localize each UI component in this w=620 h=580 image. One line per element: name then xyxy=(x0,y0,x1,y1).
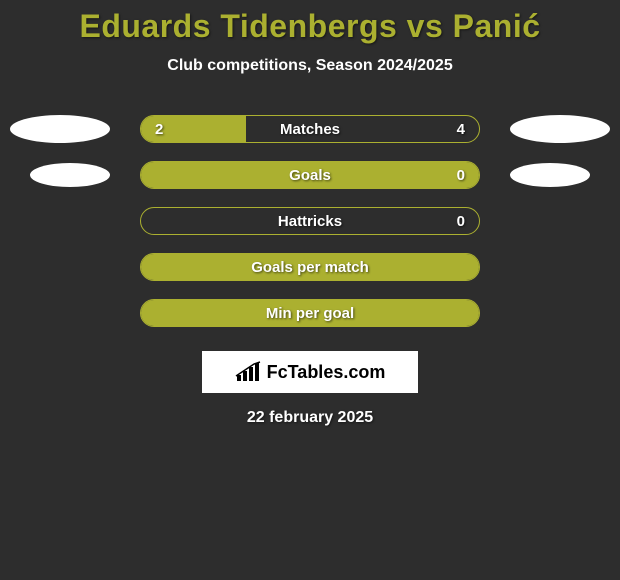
date-label: 22 february 2025 xyxy=(0,409,620,427)
stat-row: Min per goal xyxy=(0,299,620,327)
stat-row: Hattricks 0 xyxy=(0,207,620,235)
chart-icon xyxy=(235,361,261,383)
player-oval-right xyxy=(510,163,590,187)
stat-row: Goals per match xyxy=(0,253,620,281)
page-title: Eduards Tidenbergs vs Panić xyxy=(0,8,620,45)
stat-value-right: 0 xyxy=(457,213,465,230)
stat-label: Hattricks xyxy=(141,213,479,230)
stat-label: Goals xyxy=(141,167,479,184)
stat-bar: Goals 0 xyxy=(140,161,480,189)
stat-row: Goals 0 xyxy=(0,161,620,189)
comparison-infographic: Eduards Tidenbergs vs Panić Club competi… xyxy=(0,0,620,427)
subtitle: Club competitions, Season 2024/2025 xyxy=(0,57,620,75)
player-oval-right xyxy=(510,115,610,143)
stat-bar: Hattricks 0 xyxy=(140,207,480,235)
logo-text: FcTables.com xyxy=(267,362,386,383)
stat-value-right: 4 xyxy=(457,121,465,138)
stat-value-right: 0 xyxy=(457,167,465,184)
stat-bar: Goals per match xyxy=(140,253,480,281)
logo-box: FcTables.com xyxy=(202,351,418,393)
stat-label: Min per goal xyxy=(141,305,479,322)
stat-rows: 2 Matches 4 Goals 0 Hattricks 0 xyxy=(0,115,620,327)
player-oval-left xyxy=(30,163,110,187)
player-oval-left xyxy=(10,115,110,143)
stat-bar: 2 Matches 4 xyxy=(140,115,480,143)
stat-label: Goals per match xyxy=(141,259,479,276)
stat-label: Matches xyxy=(141,121,479,138)
stat-row: 2 Matches 4 xyxy=(0,115,620,143)
stat-bar: Min per goal xyxy=(140,299,480,327)
